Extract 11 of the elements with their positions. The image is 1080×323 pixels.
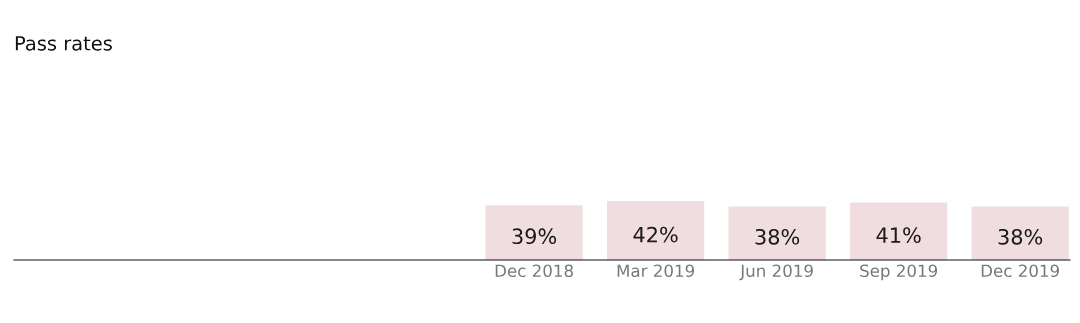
data-label: 39% — [512, 228, 557, 245]
data-label: 42% — [633, 226, 678, 243]
data-label: 41% — [876, 227, 921, 243]
data-label: 38% — [755, 228, 800, 245]
x-tick-label: Dec 2018 — [495, 264, 573, 278]
x-tick-label: Mar 2019 — [617, 264, 695, 278]
text: Pass rates — [15, 36, 112, 51]
x-tick-label: Sep 2019 — [860, 264, 938, 281]
x-tick-label: Jun 2019 — [739, 264, 813, 281]
x-tick-label: Dec 2019 — [981, 264, 1059, 278]
data-label: 38% — [998, 228, 1043, 245]
